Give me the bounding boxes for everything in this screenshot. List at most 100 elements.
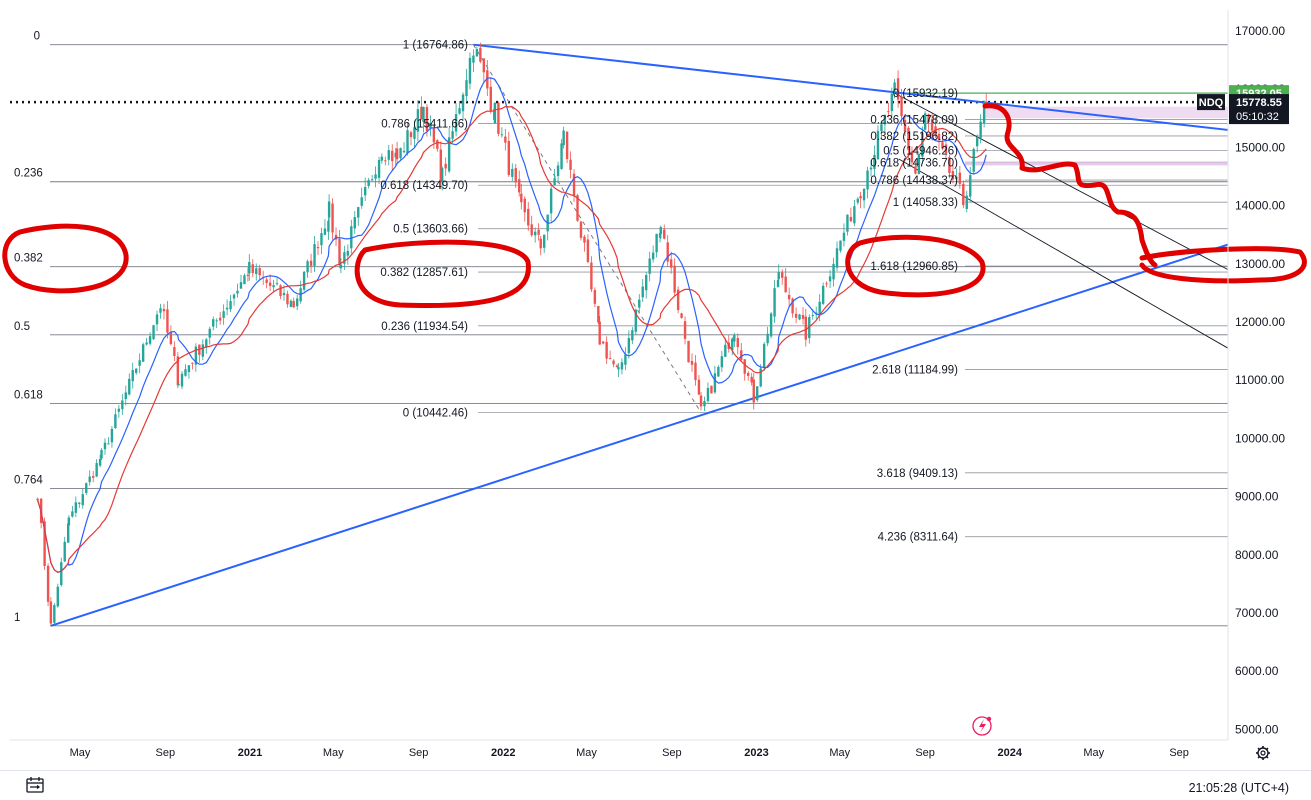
candle-body bbox=[71, 511, 74, 517]
candle-body bbox=[103, 442, 107, 450]
candle-body bbox=[320, 233, 323, 246]
candle-body bbox=[651, 252, 655, 260]
candle-body bbox=[63, 541, 66, 562]
candle-body bbox=[579, 221, 583, 238]
candle-body bbox=[191, 362, 194, 364]
candle-body bbox=[658, 233, 662, 238]
candle-body bbox=[391, 150, 394, 162]
candle-body bbox=[941, 142, 944, 149]
candle-body bbox=[194, 346, 198, 365]
fib-label-2022: 0 (10442.46) bbox=[403, 408, 468, 420]
candle-body bbox=[444, 163, 447, 169]
x-tick-label: Sep bbox=[409, 747, 429, 759]
candle-body bbox=[323, 228, 327, 235]
candle-body bbox=[586, 239, 590, 262]
candle-body bbox=[302, 271, 306, 290]
candle-body bbox=[218, 317, 222, 321]
candle-body bbox=[166, 309, 169, 333]
candle-body bbox=[747, 372, 750, 376]
candle-body bbox=[756, 386, 759, 401]
candle-body bbox=[384, 160, 387, 162]
fib-label-2023: 0.236 (15478.09) bbox=[870, 115, 958, 127]
price-axis[interactable]: 17000.0016000.0015000.0014000.0013000.00… bbox=[1227, 10, 1285, 740]
y-tick-label: 14000.00 bbox=[1235, 199, 1285, 213]
candle-body bbox=[697, 379, 701, 395]
candle-body bbox=[145, 342, 148, 345]
fib-label-2023: 4.236 (8311.64) bbox=[878, 532, 959, 544]
fib-label-main: 0.236 bbox=[14, 168, 43, 180]
candle-body bbox=[717, 366, 720, 377]
candle-body bbox=[98, 458, 102, 466]
candle-body bbox=[839, 240, 842, 251]
candle-body bbox=[648, 258, 651, 274]
candle-body bbox=[927, 114, 930, 123]
candle-body bbox=[900, 96, 903, 117]
candle-body bbox=[601, 341, 605, 344]
x-tick-label: May bbox=[1083, 747, 1104, 759]
x-tick-label: Sep bbox=[915, 747, 935, 759]
candle-body bbox=[743, 359, 746, 374]
calendar-range-icon[interactable] bbox=[26, 777, 44, 793]
candle-body bbox=[493, 102, 497, 124]
candle-body bbox=[316, 246, 320, 249]
candle-body bbox=[486, 70, 489, 89]
gear-icon[interactable] bbox=[1256, 746, 1270, 760]
candle-body bbox=[903, 119, 907, 132]
candle-body bbox=[890, 93, 894, 112]
candle-body bbox=[243, 275, 246, 285]
candle-body bbox=[631, 330, 634, 341]
candle-body bbox=[458, 108, 461, 114]
candle-body bbox=[187, 365, 191, 373]
candle-body bbox=[258, 268, 261, 276]
candle-body bbox=[597, 305, 600, 323]
candle-body bbox=[777, 272, 780, 280]
x-tick-label: May bbox=[829, 747, 850, 759]
fib-label-2023: 0.786 (14438.37) bbox=[870, 175, 958, 187]
candle-body bbox=[955, 176, 958, 180]
candle-body bbox=[638, 299, 641, 308]
candle-body bbox=[229, 301, 232, 310]
candle-body bbox=[514, 168, 517, 183]
candle-body bbox=[180, 373, 184, 387]
lightning-icon[interactable] bbox=[972, 716, 992, 736]
clock-readout[interactable]: 21:05:28 (UTC+4) bbox=[1188, 781, 1289, 795]
fib-label-2022: 1 (16764.86) bbox=[403, 40, 468, 52]
candle-body bbox=[53, 605, 56, 623]
candle-body bbox=[766, 333, 769, 344]
candle-body bbox=[327, 201, 331, 218]
fib-label-2022: 0.5 (13603.66) bbox=[393, 224, 468, 236]
candle-body bbox=[367, 179, 370, 187]
candle-body bbox=[67, 517, 71, 526]
time-axis[interactable]: May Sep 2021 May Sep 2022 May Sep 2023 May Sep 2024… bbox=[10, 739, 1228, 759]
x-tick-label: Sep bbox=[156, 747, 176, 759]
candle-body bbox=[176, 356, 180, 386]
candle-body bbox=[948, 157, 951, 174]
channel-line-lower bbox=[898, 158, 1229, 349]
candle-body bbox=[951, 171, 955, 180]
candle-body bbox=[590, 262, 593, 290]
candle-body bbox=[461, 94, 465, 112]
chart-icons[interactable] bbox=[972, 716, 1270, 760]
moving-average-line bbox=[37, 77, 987, 573]
candle-body bbox=[215, 320, 218, 322]
candle-body bbox=[593, 289, 597, 304]
candle-body bbox=[634, 309, 637, 332]
candle-body bbox=[131, 369, 134, 382]
candle-body bbox=[152, 325, 155, 340]
candle-body bbox=[615, 365, 619, 368]
candle-body bbox=[222, 311, 225, 318]
candle-body bbox=[374, 174, 377, 179]
candle-body bbox=[828, 276, 832, 282]
candle-body bbox=[177, 383, 180, 386]
candle-body bbox=[49, 601, 53, 624]
candle-body bbox=[740, 350, 743, 360]
candle-body bbox=[395, 148, 399, 160]
candle-body bbox=[409, 132, 413, 138]
candle-body bbox=[617, 367, 620, 370]
candle-body bbox=[687, 340, 690, 363]
candle-body bbox=[880, 124, 883, 132]
candle-body bbox=[184, 369, 187, 376]
candle-body bbox=[81, 494, 84, 506]
